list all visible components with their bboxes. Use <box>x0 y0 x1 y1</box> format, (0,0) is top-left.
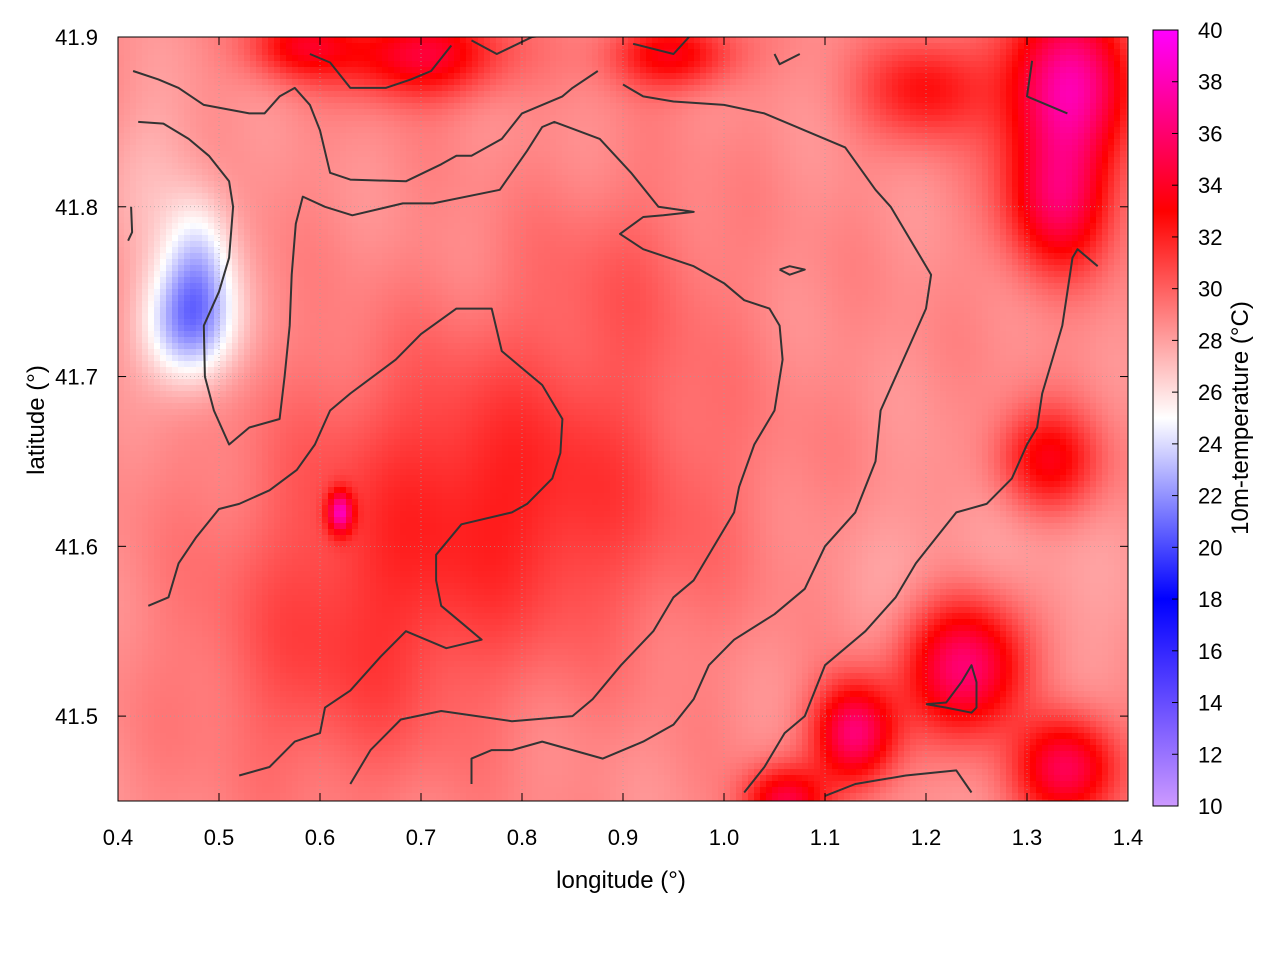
colorbar-tick-label: 22 <box>1198 484 1222 509</box>
contour-lines <box>127 37 1099 797</box>
colorbar-tick-label: 24 <box>1198 432 1222 457</box>
contour-line-5 <box>309 44 453 89</box>
y-tick-label: 41.5 <box>55 704 98 729</box>
colorbar <box>1152 29 1179 807</box>
y-tick-label: 41.6 <box>55 534 98 559</box>
y-tick-label: 41.8 <box>55 195 98 220</box>
contour-line-7 <box>632 37 691 55</box>
colorbar-tick-label: 18 <box>1198 587 1222 612</box>
axes: 0.4 0.5 0.6 0.7 0.8 0.9 1.0 1.1 1.2 1.3 1.4 41.5 41.… <box>55 25 1143 850</box>
x-tick-label: 0.8 <box>507 825 538 850</box>
colorbar-tick-label: 40 <box>1198 18 1222 43</box>
colorbar-tick-label: 26 <box>1198 380 1222 405</box>
contour-line-10 <box>127 206 134 242</box>
contour-line-2 <box>138 120 784 785</box>
x-tick-label: 1.4 <box>1113 825 1144 850</box>
x-tick-label: 0.9 <box>608 825 639 850</box>
colorbar-tick-label: 20 <box>1198 535 1222 560</box>
y-tick-label: 41.9 <box>55 25 98 50</box>
x-tick-label: 0.4 <box>103 825 134 850</box>
colorbar-tick-label: 32 <box>1198 225 1222 250</box>
contour-line-13 <box>824 769 973 797</box>
colorbar-tick-label: 38 <box>1198 70 1222 95</box>
contour-line-12 <box>743 248 1099 794</box>
x-tick-label: 1.1 <box>810 825 841 850</box>
contour-line-4 <box>470 83 933 784</box>
y-tick-label: 41.7 <box>55 365 98 390</box>
colorbar-tick-label: 36 <box>1198 121 1222 146</box>
x-tick-label: 1.3 <box>1012 825 1043 850</box>
x-tick-label: 0.6 <box>305 825 336 850</box>
contour-line-14 <box>925 664 978 714</box>
contour-line-8 <box>773 53 801 66</box>
x-tick-label: 0.5 <box>204 825 235 850</box>
y-axis-label: latitude (°) <box>23 365 50 475</box>
x-tick-label: 0.7 <box>406 825 437 850</box>
x-tick-label: 1.2 <box>911 825 942 850</box>
colorbar-tick-label: 34 <box>1198 173 1222 198</box>
contour-line-1 <box>132 70 599 183</box>
x-tick-label: 1.0 <box>709 825 740 850</box>
colorbar-tick-label: 28 <box>1198 328 1222 353</box>
contour-line-3 <box>147 307 564 777</box>
contour-line-6 <box>471 37 542 55</box>
colorbar-tick-label: 10 <box>1198 794 1222 819</box>
colorbar-axis: 10 12 14 16 18 20 22 24 26 28 30 32 34 36 38 40 <box>1172 18 1222 819</box>
colorbar-tick-label: 12 <box>1198 742 1222 767</box>
contour-line-9 <box>1026 60 1068 115</box>
contour-line-11 <box>779 265 806 276</box>
x-axis-label: longitude (°) <box>556 867 686 894</box>
colorbar-tick-label: 16 <box>1198 639 1222 664</box>
colorbar-label: 10m-temperature (°C) <box>1227 301 1254 535</box>
colorbar-tick-label: 30 <box>1198 277 1222 302</box>
colorbar-tick-label: 14 <box>1198 691 1222 716</box>
